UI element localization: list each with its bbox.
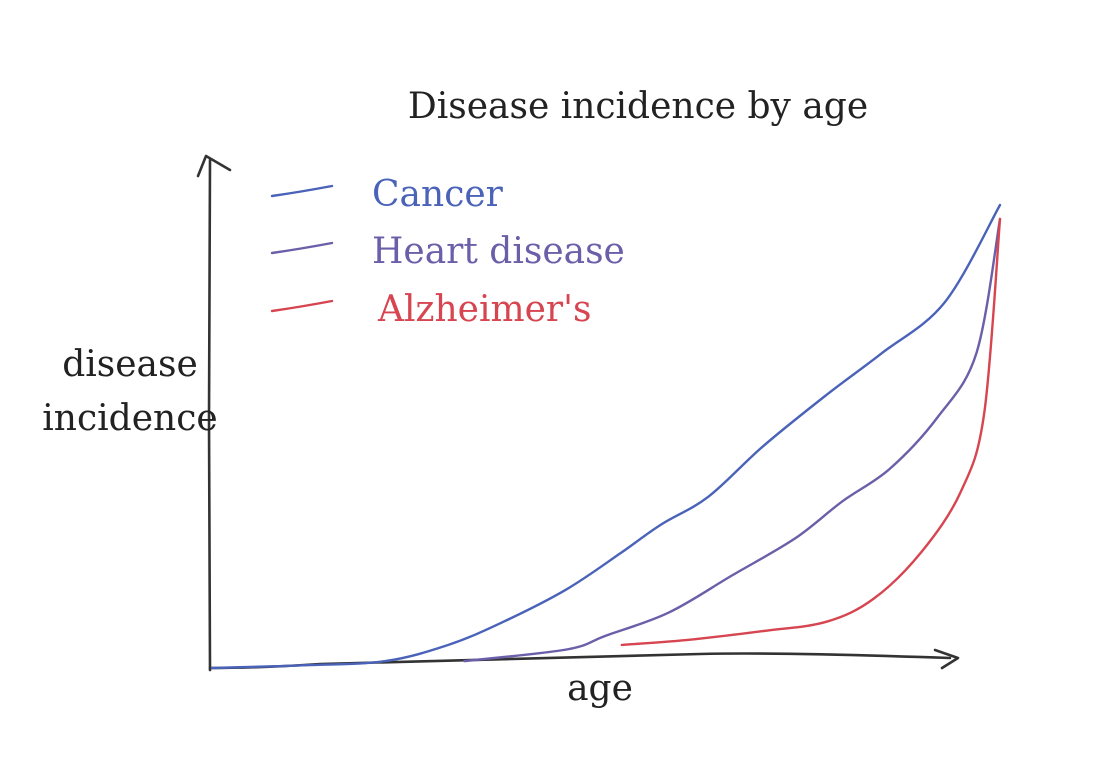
series-line-heart-disease	[463, 217, 1002, 663]
legend-swatch-heart-disease	[270, 241, 334, 255]
x-axis-label: age	[567, 668, 633, 709]
legend-swatch-alzheimer-s	[270, 299, 334, 313]
legend: Cancer Heart disease Alzheimer's	[270, 174, 625, 330]
legend-label-alzheimer-s: Alzheimer's	[377, 289, 592, 330]
legend-swatch-cancer	[270, 184, 334, 198]
chart-title: Disease incidence by age	[408, 86, 868, 127]
legend-label-cancer: Cancer	[372, 174, 504, 215]
legend-label-heart-disease: Heart disease	[372, 231, 625, 272]
y-axis-label-line-2: incidence	[42, 398, 217, 439]
series-line-alzheimer-s	[620, 217, 1002, 647]
y-axis-label-line-1: disease	[62, 344, 198, 385]
series-group	[210, 203, 1002, 670]
series-line-cancer	[210, 203, 1002, 670]
y-axis	[196, 154, 232, 672]
